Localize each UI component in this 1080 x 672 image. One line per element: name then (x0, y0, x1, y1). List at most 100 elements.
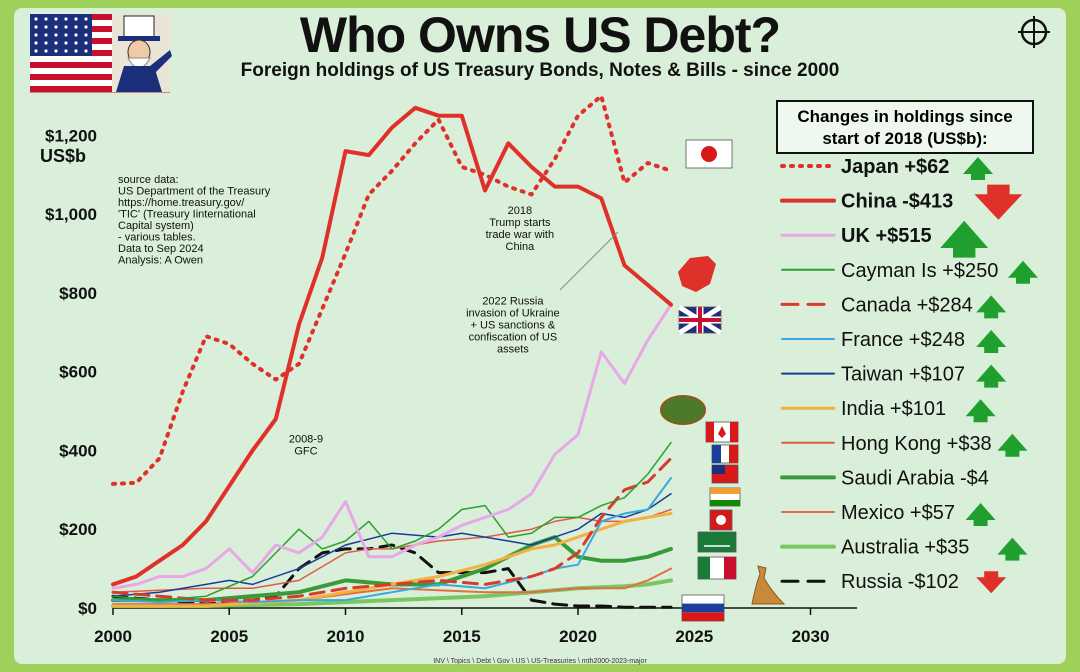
flag-star (74, 33, 78, 37)
series-line-japan (111, 94, 673, 486)
flag-star (64, 17, 68, 21)
flag-stripe (30, 56, 170, 63)
chart-axes: $0 $200 $400 $600 $800 $1,000 $1,200 2000 2005 20… (40, 126, 857, 646)
uncle-sam-arm (150, 50, 172, 72)
flag-canton (30, 14, 92, 56)
flag-stripe (30, 62, 170, 69)
mexico-flag-green (698, 557, 710, 579)
flag-star (84, 49, 88, 53)
x-tick-label: 2010 (327, 627, 365, 646)
uncle-sam-hat-brim (118, 36, 160, 41)
flag-stripe (30, 80, 170, 87)
up-arrow-icon (976, 330, 1007, 353)
legend-label: Taiwan +$107 (841, 364, 965, 386)
series-layer (111, 94, 673, 609)
annotation-pointer (559, 231, 619, 291)
us-flag-icon (30, 14, 170, 93)
legend-title-line-2: start of 2018 (US$b): (822, 129, 988, 148)
saudi-arabia-flag-icon (697, 531, 737, 553)
series-line-taiwan (112, 493, 672, 597)
flag-star (54, 17, 58, 21)
source-note-line: US Department of the Treasury (118, 186, 271, 198)
legend-label: Mexico +$57 (841, 502, 955, 524)
flag-stripe (30, 20, 170, 27)
flag-star (44, 17, 48, 21)
x-tick-label: 2020 (559, 627, 597, 646)
annotation-line: 2018 (508, 205, 532, 217)
flag-star (84, 33, 88, 37)
up-arrow-icon (963, 157, 993, 180)
y-tick-label: $1,200 (45, 126, 97, 145)
flag-stripe (30, 68, 170, 75)
france-flag-blue (712, 445, 721, 463)
x-tick-label: 2005 (210, 627, 248, 646)
legend-label: France +$248 (841, 329, 965, 351)
legend-label: Canada +$284 (841, 294, 973, 316)
up-arrow-icon (976, 295, 1007, 319)
flag-stripe (30, 14, 170, 21)
x-tick-label: 2025 (675, 627, 713, 646)
legend-label: Japan +$62 (841, 156, 949, 178)
flag-star (54, 25, 58, 29)
chart-subtitle: Foreign holdings of US Treasury Bonds, N… (240, 60, 840, 81)
annotation-line: invasion of Ukraine (466, 308, 560, 320)
annotation-line: Trump starts (489, 217, 551, 229)
flag-star (44, 49, 48, 53)
up-arrow-icon (997, 537, 1028, 561)
source-note-line: Capital system) (118, 220, 194, 232)
y-tick-label: $400 (59, 441, 97, 460)
flag-star (74, 17, 78, 21)
france-flag-red (729, 445, 738, 463)
crosshair-icon[interactable] (1018, 16, 1050, 48)
legend-title-line-1: Changes in holdings since (797, 107, 1013, 126)
legend-title: Changes in holdings since start of 2018 … (776, 100, 1034, 154)
source-note-line: Data to Sep 2024 (118, 243, 204, 255)
india-flag-green (710, 500, 740, 506)
flag-stripe (30, 50, 170, 57)
canada-flag-band-r (730, 422, 738, 442)
legend-label: UK +$515 (841, 225, 932, 247)
annotation-line: confiscation of US (469, 332, 558, 344)
annotation-line: GFC (294, 446, 317, 458)
annotation-line: China (506, 241, 536, 253)
flag-stripe (30, 44, 170, 51)
legend-label: Saudi Arabia -$4 (841, 467, 989, 489)
flag-star (74, 25, 78, 29)
flag-star (34, 49, 38, 53)
china-map-icon (678, 256, 716, 292)
series-line-cayman-is (112, 441, 672, 601)
source-note-line: 'TIC' (Treasury Iinternational (118, 209, 256, 221)
canada-flag-band-l (706, 422, 714, 442)
legend-label: India +$101 (841, 398, 946, 420)
turtle-icon (660, 395, 706, 425)
uk-flag-cross-red (679, 307, 721, 333)
y-tick-label: $200 (59, 520, 97, 539)
chart-title: Who Owns US Debt? (299, 7, 781, 63)
uncle-sam-icon (112, 14, 172, 92)
source-note-line: https://home.treasury.gov/ (118, 197, 245, 209)
x-tick-label: 2015 (443, 627, 481, 646)
flag-stripe (30, 74, 170, 81)
y-tick-label: $800 (59, 284, 97, 303)
flag-stripe (30, 38, 170, 45)
canada-flag-leaf (718, 426, 726, 438)
flag-star (44, 33, 48, 37)
source-note-line: - various tables. (118, 232, 196, 244)
flag-star (54, 49, 58, 53)
down-arrow-icon (974, 184, 1023, 220)
series-line-uk (111, 303, 673, 590)
up-arrow-icon (940, 220, 989, 258)
russia-flag-blue (682, 603, 724, 613)
series-line-canada (111, 456, 673, 602)
footer-path: INV \ Topics \ Debt \ Gov \ US \ US-Trea… (433, 658, 647, 665)
y-tick-label: $600 (59, 363, 97, 382)
up-arrow-icon (965, 399, 996, 423)
y-axis-unit-label: US$b (40, 146, 86, 166)
kangaroo-icon (751, 565, 786, 605)
source-note-line: Analysis: A Owen (118, 255, 203, 267)
flag-star (74, 49, 78, 53)
flag-star (34, 33, 38, 37)
legend-label: China -$413 (841, 191, 953, 213)
y-tick-label: $0 (78, 599, 97, 618)
india-flag-saffron (710, 488, 740, 494)
